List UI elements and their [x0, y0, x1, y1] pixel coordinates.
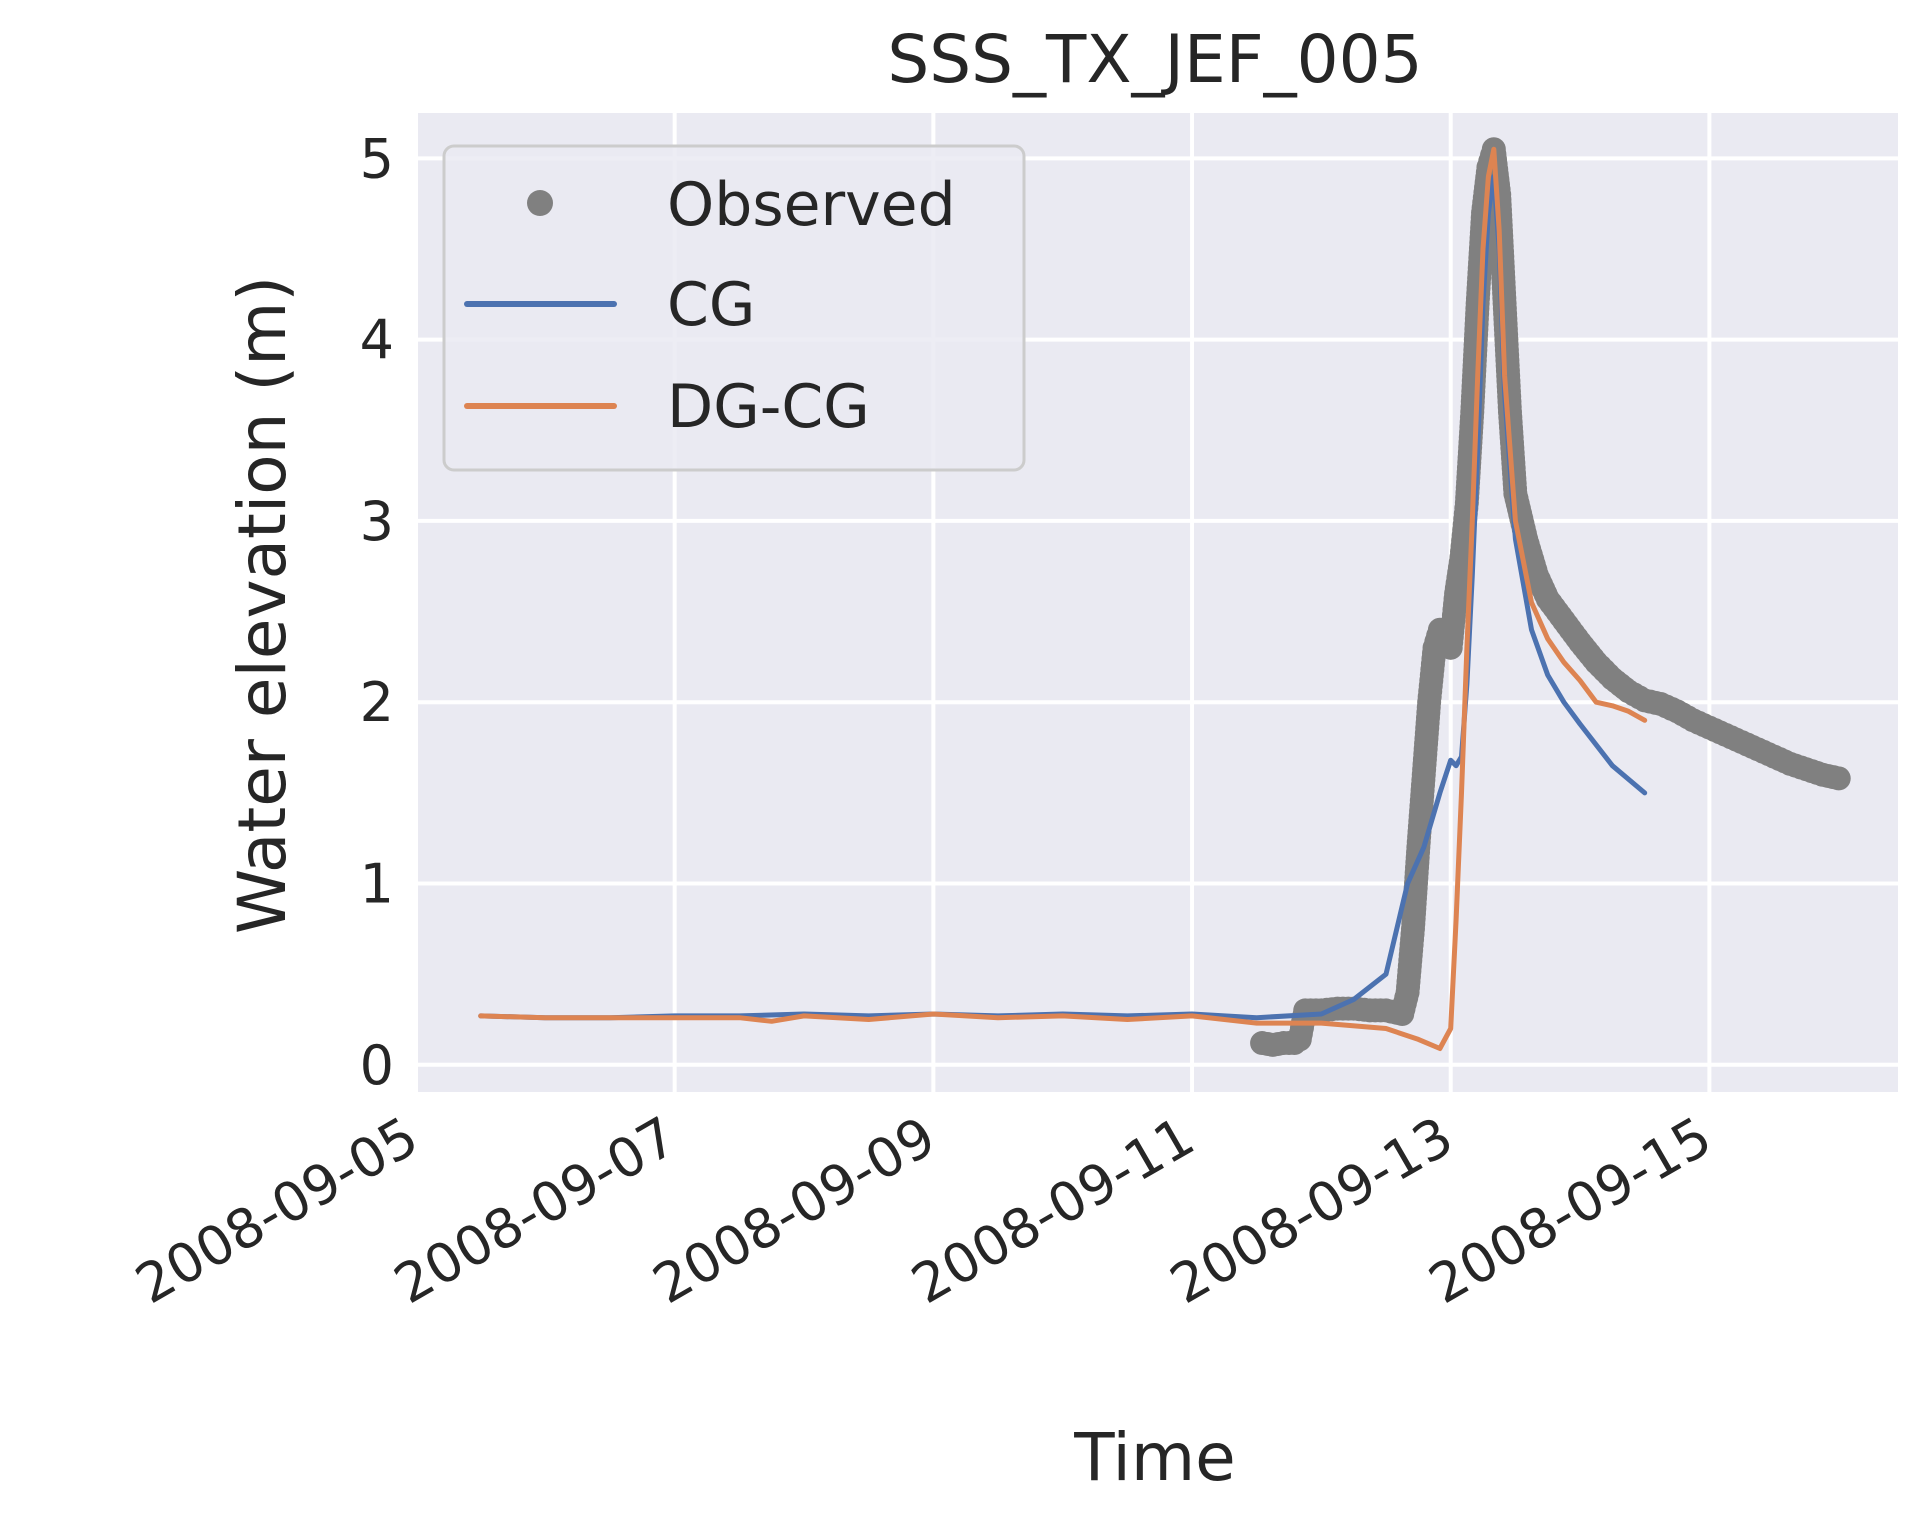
legend-observed-marker	[527, 190, 553, 216]
legend: Observed CG DG-CG	[442, 144, 1026, 472]
y-tick-label: 2	[360, 671, 394, 734]
y-tick-label: 0	[360, 1034, 394, 1097]
legend-dg-cg-label: DG-CG	[667, 372, 870, 442]
x-gridlines	[414, 113, 1712, 1092]
series-layer	[478, 137, 1851, 1057]
y-tick-labels: 0 1 2 3 4 5	[360, 127, 394, 1096]
y-tick-label: 4	[360, 309, 394, 372]
series-dg-cg-line	[478, 146, 1648, 1051]
y-tick-label: 1	[360, 853, 394, 916]
y-tick-label: 3	[360, 490, 394, 553]
chart-title: SSS_TX_JEF_005	[887, 21, 1422, 98]
y-axis-label: Water elevation (m)	[224, 276, 301, 934]
x-axis-label: Time	[1073, 1419, 1236, 1496]
legend-box	[442, 144, 1026, 472]
legend-observed-label: Observed	[667, 170, 956, 240]
y-tick-label: 5	[360, 127, 394, 190]
legend-cg-label: CG	[667, 270, 755, 340]
observed-point	[1826, 766, 1851, 791]
